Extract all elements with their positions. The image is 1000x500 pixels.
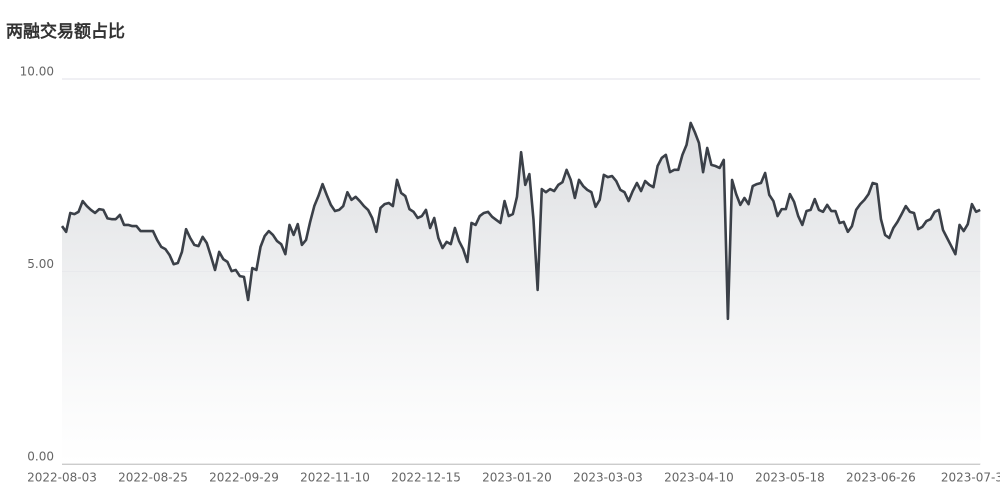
x-tick-label: 2023-01-20 <box>482 471 552 485</box>
y-tick-label: 5.00 <box>27 257 54 271</box>
y-tick-label: 10.00 <box>20 65 54 79</box>
x-tick-label: 2022-12-15 <box>391 471 461 485</box>
x-tick-label: 2023-04-10 <box>664 471 734 485</box>
x-tick-label: 2023-06-26 <box>846 471 916 485</box>
area <box>62 122 981 464</box>
chart-title: 两融交易额占比 <box>6 21 125 42</box>
line <box>60 121 981 321</box>
x-tick-label: 2022-09-29 <box>209 471 279 485</box>
x-tick-label: 2022-11-10 <box>300 471 370 485</box>
x-tick-label: 2023-07-3 <box>941 471 1000 485</box>
x-tick-label: 2023-03-03 <box>573 471 643 485</box>
x-tick-label: 2022-08-03 <box>27 471 97 485</box>
x-tick-label: 2023-05-18 <box>755 471 825 485</box>
y-tick-label: 0.00 <box>27 450 54 464</box>
x-tick-label: 2022-08-25 <box>118 471 188 485</box>
